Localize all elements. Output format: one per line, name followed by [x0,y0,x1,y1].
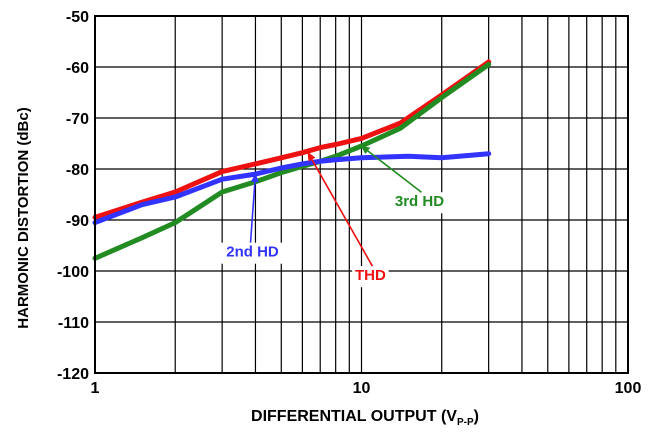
x-tick-label: 1 [91,380,100,397]
annotation-label-background [352,266,389,288]
annotation-arrow-thd [307,151,374,267]
x-axis-label-close: ) [474,408,479,425]
x-axis-label: DIFFERENTIAL OUTPUT (VP-P) [251,408,479,428]
y-tick-label: -110 [58,315,89,332]
y-tick-label: -60 [66,60,89,77]
grid-lines [95,16,628,373]
annotation-arrow-2nd-hd [249,173,259,243]
annotation-label-background [386,192,452,214]
x-tick-label: 10 [353,380,371,397]
x-axis-label-subscript: P-P [457,417,474,428]
series-lines [92,59,492,261]
plot-area-frame [94,15,629,374]
x-axis-label-main: DIFFERENTIAL OUTPUT (V [251,408,457,425]
annotation-label-2nd-hd: 2nd HD [226,244,279,261]
y-tick-label: -50 [66,9,89,26]
y-axis-label: HARMONIC DISTORTION (dBc) [15,107,32,328]
annotation-arrow-3rd-hd [360,145,422,193]
annotations: THD 3rd HD 2nd HD [220,145,452,288]
y-tick-label: -100 [57,264,89,281]
y-tick-label: -70 [66,111,89,128]
annotation-label-background [220,242,286,264]
annotation-label-3rd-hd: 3rd HD [395,193,444,210]
y-tick-label: -80 [66,162,89,179]
series-line-2nd-hd [92,151,492,226]
y-tick-label: -120 [57,366,89,383]
annotation-label-thd: THD [355,267,386,284]
series-line-thd [92,59,492,220]
series-line-3rd-hd [92,61,492,261]
y-tick-label: -90 [66,213,89,230]
x-tick-label: 100 [615,380,642,397]
